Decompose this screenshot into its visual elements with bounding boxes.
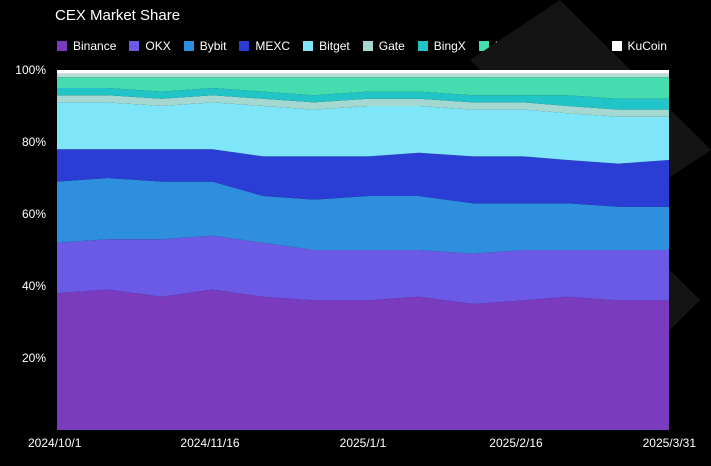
- x-tick-label: 2024/10/1: [28, 436, 82, 450]
- legend-item-bybit[interactable]: Bybit: [183, 39, 227, 53]
- legend-item-gate[interactable]: Gate: [362, 39, 405, 53]
- area-bingx: [57, 88, 669, 110]
- legend-item-binance[interactable]: Binance: [57, 39, 116, 53]
- area-bybit: [57, 178, 669, 254]
- legend-item-mexc[interactable]: MEXC: [239, 39, 290, 53]
- legend-item-bingx[interactable]: BingX: [417, 39, 466, 53]
- x-axis-ticks: 2024/10/1 2024/11/16 2025/1/1 2025/2/16 2025…: [28, 436, 696, 450]
- x-tick-label: 2024/11/16: [180, 436, 239, 450]
- legend-label: BingX: [433, 39, 466, 53]
- area-okx: [57, 235, 669, 304]
- legend-label: KuCoin: [627, 39, 667, 53]
- area-mexc: [57, 149, 669, 207]
- legend-swatch: [239, 41, 250, 51]
- legend-label: Gate: [378, 39, 405, 53]
- legend-item-bitget[interactable]: Bitget: [303, 39, 350, 53]
- y-tick-label: 60%: [22, 207, 46, 221]
- x-tick-label: 2025/2/16: [489, 436, 543, 450]
- legend-label: Bybit: [199, 39, 227, 53]
- legend-swatch: [129, 41, 140, 51]
- legend-swatch: [478, 41, 489, 51]
- legend-item-kucoin[interactable]: KuCoin: [611, 39, 667, 53]
- chart-title: CEX Market Share: [55, 7, 181, 24]
- legend-swatch: [57, 41, 67, 51]
- legend-swatch: [417, 41, 428, 51]
- area-htx: [57, 77, 669, 99]
- x-tick-label: 2025/3/31: [643, 436, 697, 450]
- y-tick-label: 80%: [22, 135, 46, 149]
- area-layers: [57, 70, 669, 430]
- legend-swatch: [303, 41, 314, 51]
- area-bitget: [57, 102, 669, 164]
- legend-swatch: [183, 41, 194, 51]
- legend-item-okx[interactable]: OKX: [129, 39, 171, 53]
- area-kucoin: [57, 70, 669, 74]
- area-coinbase: [57, 73, 669, 78]
- y-tick-label: 40%: [22, 279, 46, 293]
- y-tick-label: 20%: [22, 351, 46, 365]
- area-binance: [57, 289, 669, 430]
- x-tick-label: 2025/1/1: [340, 436, 387, 450]
- legend-label: Bitget: [319, 39, 350, 53]
- y-axis-ticks: 20% 40% 60% 80% 100%: [15, 63, 46, 365]
- legend-swatch: [611, 41, 622, 51]
- y-tick-label: 100%: [15, 63, 46, 77]
- legend-label: OKX: [145, 39, 171, 53]
- legend-label: Binance: [73, 39, 117, 53]
- area-gate: [57, 95, 669, 117]
- legend-swatch: [362, 41, 373, 51]
- legend-label: MEXC: [255, 39, 291, 53]
